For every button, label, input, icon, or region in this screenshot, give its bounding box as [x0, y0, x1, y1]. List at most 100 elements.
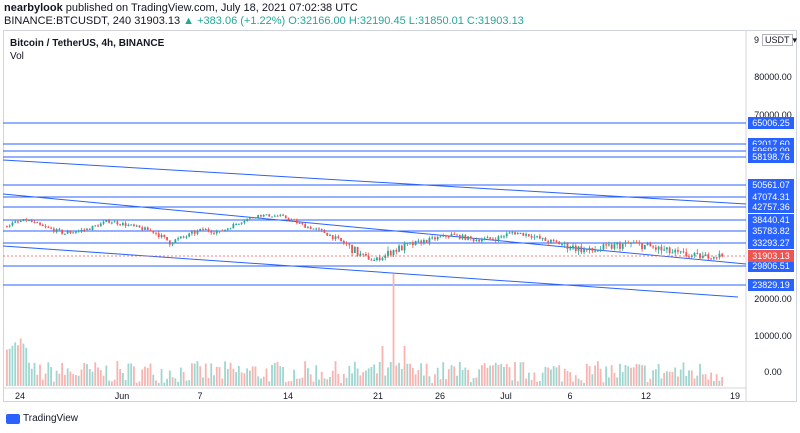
volume-bar [331, 370, 334, 386]
volume-bar [536, 381, 539, 386]
candle-body [329, 235, 331, 237]
last-price: 31903.13 [134, 15, 181, 27]
tradingview-brand[interactable]: TradingView [6, 413, 78, 424]
level-price-label: 47074.31 [752, 192, 790, 202]
candle-body [155, 232, 157, 234]
candle-body [677, 250, 679, 252]
volume-bar [505, 364, 508, 386]
candle-body [547, 240, 550, 243]
candle-body [312, 228, 315, 230]
candle-body [33, 221, 36, 223]
level-price-label: 62017.60 [752, 139, 790, 149]
trend-line-lower [2, 245, 739, 298]
volume-bar [547, 367, 550, 386]
time-tick-label: 26 [435, 391, 445, 401]
volume-bar [284, 382, 287, 386]
candle-body [392, 250, 395, 256]
volume-bar [472, 378, 475, 386]
candle-body [75, 231, 77, 233]
volume-bar [196, 361, 199, 386]
volume-bar [177, 381, 180, 386]
volume-bar [271, 364, 273, 386]
volume-bar [28, 362, 30, 386]
candle-body [616, 243, 619, 245]
volume-bar [174, 378, 177, 386]
candle-body [254, 217, 257, 219]
candle-body [511, 232, 514, 234]
candle-body [660, 246, 663, 251]
candle-body [124, 223, 127, 227]
symbol-name: BINANCE:BTCUSDT, 240 [4, 15, 132, 27]
volume-bar [6, 349, 8, 386]
candle-body [141, 227, 144, 230]
candle-body [387, 250, 389, 256]
volume-bar [340, 382, 342, 386]
candle-body [519, 232, 522, 234]
volume-bar [133, 366, 135, 386]
volume-bar [69, 371, 72, 386]
volume-bar [257, 376, 260, 386]
volume-bar [318, 379, 320, 386]
candle-body [480, 239, 483, 242]
volume-bar [152, 374, 155, 386]
volume-bar [619, 363, 621, 386]
candle-body [613, 244, 616, 249]
volume-bar [342, 373, 345, 386]
level-price-label: 23829.19 [752, 280, 790, 290]
volume-bar [434, 374, 436, 386]
volume-bar [199, 366, 202, 386]
candle-body [66, 231, 69, 234]
volume-bar [591, 374, 594, 386]
volume-bar [475, 377, 478, 386]
candle-body [409, 242, 411, 244]
candle-body [585, 249, 588, 251]
volume-bar [182, 372, 185, 386]
time-tick-label: Jun [115, 391, 130, 401]
volume-bar [80, 369, 83, 386]
candle-body [497, 236, 500, 241]
high-value: 32190.45 [359, 15, 406, 27]
candle-body [530, 236, 533, 238]
volume-bar [605, 366, 608, 386]
candle-body [39, 222, 41, 225]
candle-body [563, 242, 566, 244]
author[interactable]: nearbylook [4, 2, 63, 14]
volume-bar [453, 366, 456, 386]
volume-bar [688, 370, 690, 386]
volume-bar [309, 374, 312, 386]
volume-bar [240, 372, 243, 386]
candle-body [72, 232, 75, 234]
candle-body [472, 238, 475, 242]
volume-bar [246, 368, 249, 386]
volume-bar [616, 377, 619, 386]
volume-bar [387, 367, 389, 386]
candle-body [649, 243, 652, 247]
candle-body [276, 215, 279, 217]
volume-bar [229, 362, 232, 386]
volume-bar [376, 373, 378, 386]
volume-bar [121, 372, 124, 386]
candle-body [127, 224, 130, 227]
candle-body [652, 246, 654, 248]
volume-bar [663, 372, 666, 386]
candle-body [458, 234, 461, 239]
candle-body [25, 219, 28, 221]
candle-body [215, 231, 218, 234]
candle-body [146, 227, 149, 231]
scale-icon: 9 [754, 35, 760, 45]
candle-body [696, 253, 699, 255]
candle-body [428, 237, 431, 243]
volume-bar [320, 371, 323, 386]
level-price-label: 35783.82 [752, 226, 790, 236]
volume-bar [144, 366, 146, 386]
volume-bar [193, 363, 196, 386]
volume-bar [522, 361, 525, 386]
volume-bar [411, 367, 414, 386]
candle-body [99, 223, 102, 227]
price-tick-label: 10000.00 [754, 331, 792, 341]
candle-body [632, 242, 635, 244]
candle-body [619, 243, 621, 249]
currency-selector[interactable]: 9 USDT ▾ [754, 34, 797, 46]
volume-bar [127, 363, 130, 386]
